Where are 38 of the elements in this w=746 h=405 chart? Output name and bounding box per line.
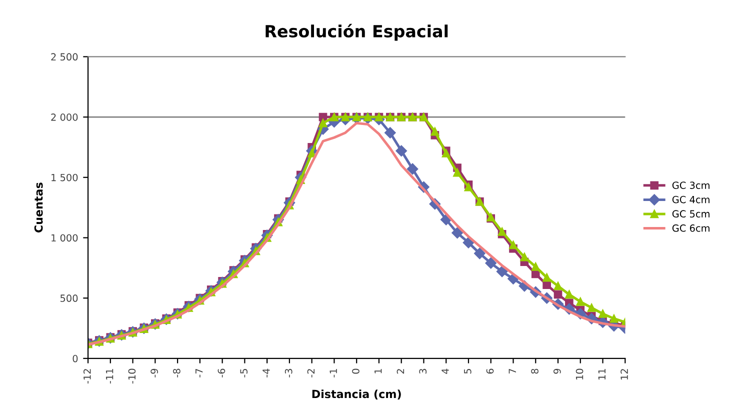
x-tick-label: -5 [240,368,248,378]
x-tick-label: 3 [419,368,427,374]
legend-label: GC 6cm [672,224,710,232]
x-tick-label: -3 [284,368,292,378]
x-tick-label: -10 [128,368,136,384]
x-tick-label: 7 [508,368,516,374]
x-tick-label: 12 [620,369,628,380]
x-tick-label: 2 [396,369,404,374]
x-tick-label: -9 [150,368,158,378]
x-tick-label: 10 [576,368,584,380]
x-tick-label: -12 [83,369,91,384]
x-tick-label: -2 [307,369,315,378]
x-tick-label: 1 [374,369,382,374]
y-tick-label: 2 500 [51,53,78,61]
x-tick-label: 5 [464,368,472,374]
y-tick-label: 1 500 [52,174,78,182]
y-tick-label: 2 000 [51,114,78,121]
x-tick-label: -1 [330,369,337,378]
legend-label: GC 3cm [672,182,710,189]
x-tick-label: -8 [173,368,180,378]
x-tick-label: -11 [106,369,114,384]
y-axis-title: Cuentas [34,182,43,232]
x-tick-label: -4 [262,368,270,378]
y-tick-label: 0 [72,354,78,362]
x-tick-label: 9 [553,368,561,374]
x-tick-label: 4 [442,368,449,374]
legend-label: GC 5cm [672,210,710,218]
x-tick-label: -7 [196,368,203,378]
legend-label: GC 4cm [672,196,710,204]
x-tick-label: 11 [598,369,606,380]
x-tick-label: 8 [531,368,538,374]
x-tick-label: 6 [486,368,494,374]
y-tick-label: 500 [60,294,78,302]
chart-title: Resolución Espacial [266,24,448,41]
x-tick-label: 0 [352,368,360,374]
x-tick-label: -6 [218,368,226,378]
x-axis-title: Distancia (cm) [312,390,401,400]
y-tick-label: 1 000 [52,234,78,242]
